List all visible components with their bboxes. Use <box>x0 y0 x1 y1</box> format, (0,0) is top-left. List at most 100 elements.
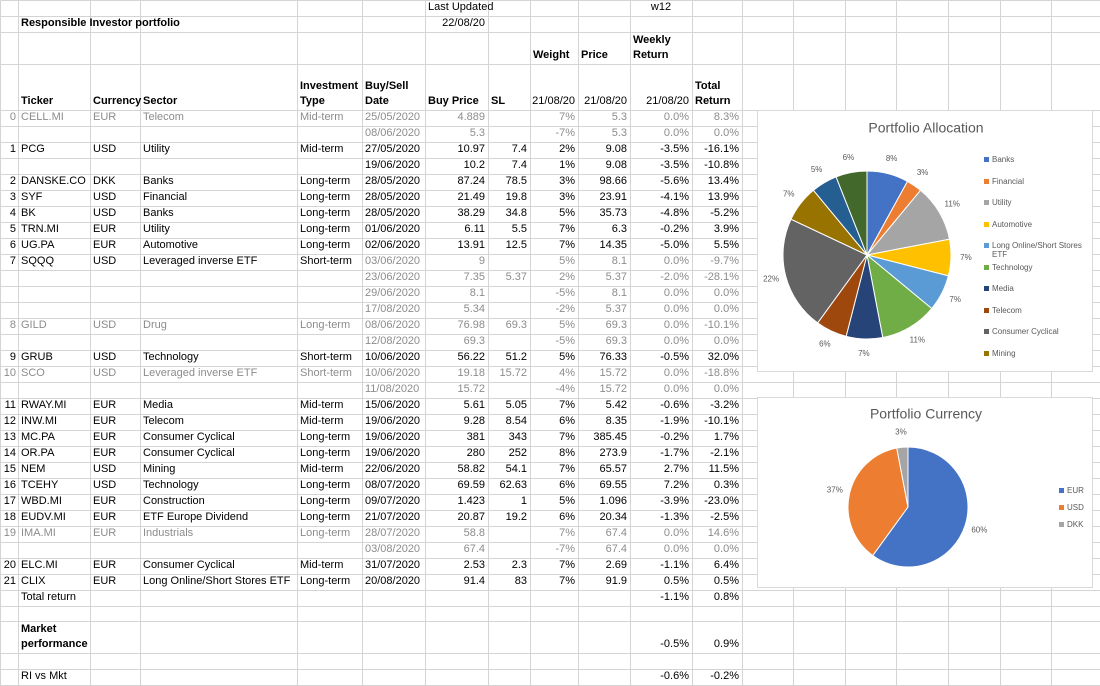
legend-swatch <box>984 350 989 356</box>
column-header: SL <box>491 95 506 107</box>
table-cell: CELL.MI <box>21 111 64 123</box>
table-cell: 58.82 <box>457 463 485 475</box>
table-cell: 1 <box>520 495 527 507</box>
column-header: Weekly Return <box>633 34 671 61</box>
table-cell: 98.66 <box>599 175 627 187</box>
table-cell: 56.22 <box>457 351 485 363</box>
table-cell: Leveraged inverse ETF <box>143 255 258 267</box>
table-cell: 76.98 <box>457 319 485 331</box>
table-cell: Long-term <box>300 239 351 251</box>
table-cell: 7% <box>559 223 575 235</box>
table-cell: 9 <box>478 255 485 267</box>
table-cell: 15 <box>3 463 16 475</box>
table-cell: 10/06/2020 <box>365 351 421 363</box>
table-cell: 69.3 <box>605 335 627 347</box>
table-cell: Short-term <box>300 351 352 363</box>
table-cell: 1.7% <box>713 431 739 443</box>
table-cell: 08/07/2020 <box>365 479 421 491</box>
table-cell: EUR <box>93 223 117 235</box>
table-cell: 7% <box>559 111 575 123</box>
table-cell: 6.4% <box>713 559 739 571</box>
chart: Portfolio Allocation 8% 3% 11% 7% 7% 11% 7% 6% 22… <box>757 110 1093 372</box>
table-cell: 2.3 <box>511 559 527 571</box>
table-cell: 5.37 <box>605 303 627 315</box>
legend-swatch <box>984 286 989 291</box>
table-cell: 17/08/2020 <box>365 303 421 315</box>
table-cell: 5% <box>559 495 575 507</box>
table-cell: 10/06/2020 <box>365 367 421 379</box>
table-cell: 9.08 <box>605 159 627 171</box>
table-cell: 385.45 <box>593 431 627 443</box>
legend-entry: Utility <box>992 198 1012 207</box>
table-cell: 9.08 <box>605 143 627 155</box>
legend-swatch <box>1059 505 1064 510</box>
table-cell: 51.2 <box>505 351 527 363</box>
data-label: 3% <box>895 427 907 436</box>
table-cell: UG.PA <box>21 239 55 251</box>
table-cell: 5.3 <box>611 127 627 139</box>
table-cell: 91.4 <box>463 575 485 587</box>
summary-weekly: -0.5% <box>660 638 689 650</box>
table-cell: 7% <box>559 431 575 443</box>
table-cell: 5.61 <box>463 399 485 411</box>
table-cell: 8.1 <box>611 287 627 299</box>
table-cell: Long-term <box>300 447 351 459</box>
table-cell: 76.33 <box>599 351 627 363</box>
table-cell: -9.7% <box>710 255 739 267</box>
table-cell: 87.24 <box>457 175 485 187</box>
table-cell: 4% <box>559 367 575 379</box>
legend-entry: DKK <box>1067 520 1084 529</box>
column-header: Sector <box>143 95 178 107</box>
table-cell: 28/05/2020 <box>365 191 421 203</box>
table-cell: 0.3% <box>713 479 739 491</box>
table-cell: Consumer Cyclical <box>143 431 235 443</box>
table-cell: Media <box>143 399 173 411</box>
table-cell: 83 <box>514 575 527 587</box>
table-cell: Consumer Cyclical <box>143 447 235 459</box>
table-cell: 19/06/2020 <box>365 159 421 171</box>
table-cell: 69.55 <box>599 479 627 491</box>
table-cell: 0.0% <box>663 127 689 139</box>
table-cell: EUR <box>93 575 117 587</box>
table-cell: -1.3% <box>660 511 689 523</box>
legend-entry: Banks <box>992 155 1015 164</box>
data-label: 7% <box>783 189 795 198</box>
legend-swatch <box>984 307 989 313</box>
summary-total: 0.9% <box>713 638 739 650</box>
data-label: 11% <box>945 200 960 209</box>
table-cell: Drug <box>143 319 167 331</box>
legend-swatch <box>984 157 989 162</box>
table-cell: 12 <box>3 415 16 427</box>
table-cell: 62.63 <box>499 479 527 491</box>
table-cell: 2.53 <box>463 559 485 571</box>
table-cell: 23.91 <box>599 191 627 203</box>
table-cell: 9.28 <box>463 415 485 427</box>
table-cell: 0.5% <box>663 575 689 587</box>
table-cell: 3% <box>559 191 575 203</box>
table-cell: Banks <box>143 207 174 219</box>
table-cell: EUR <box>93 527 117 539</box>
table-cell: 6 <box>9 239 16 251</box>
table-cell: 19/06/2020 <box>365 415 421 427</box>
table-cell: Telecom <box>143 415 184 427</box>
table-cell: 13.9% <box>707 191 739 203</box>
legend-entry: Consumer Cyclical <box>992 327 1059 336</box>
table-cell: EUR <box>93 239 117 251</box>
legend-swatch <box>1059 488 1064 493</box>
table-cell: 280 <box>466 447 485 459</box>
table-cell: 0.0% <box>713 303 739 315</box>
table-cell: EUR <box>93 111 117 123</box>
table-cell: EUR <box>93 495 117 507</box>
table-cell: 0.0% <box>663 527 689 539</box>
data-label: 11% <box>910 335 925 344</box>
table-cell: 5.5% <box>713 239 739 251</box>
legend-entry: Long Online/Short Stores ETF <box>992 241 1082 259</box>
table-cell: 0.0% <box>663 303 689 315</box>
column-header: Investment Type <box>300 80 359 107</box>
data-label: 60% <box>971 525 987 534</box>
table-cell: INW.MI <box>21 415 58 427</box>
table-cell: 0.0% <box>713 127 739 139</box>
data-label: 22% <box>763 275 779 284</box>
table-cell: 8 <box>9 319 16 331</box>
table-cell: 18 <box>3 511 16 523</box>
